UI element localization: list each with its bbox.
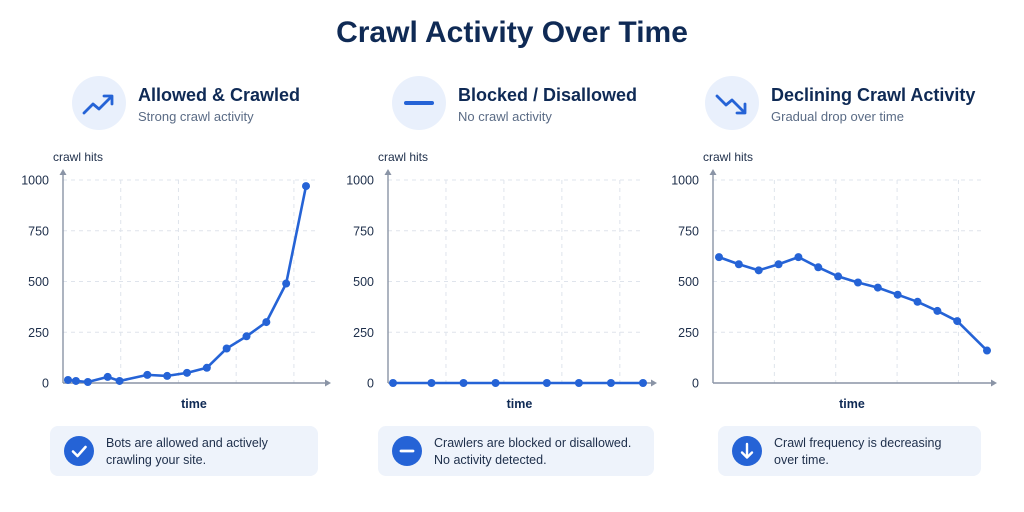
y-tick-label: 0 <box>42 377 49 391</box>
panel-header: Declining Crawl Activity Gradual drop ov… <box>705 76 1024 132</box>
y-tick-label: 750 <box>28 224 49 238</box>
minus-icon <box>392 76 446 130</box>
panel-subtitle: Strong crawl activity <box>138 109 254 124</box>
y-axis-arrow <box>59 169 67 175</box>
y-tick-label: 1000 <box>21 174 49 188</box>
check-icon <box>64 436 94 466</box>
note-line: No activity detected. <box>434 453 547 467</box>
panel-header: Allowed & Crawled Strong crawl activity <box>72 76 402 132</box>
panel-allowed: Allowed & Crawled Strong crawl activity <box>72 0 402 512</box>
panel-title: Blocked / Disallowed <box>458 85 638 105</box>
note-line: Crawlers are blocked or disallowed. <box>434 436 632 450</box>
y-tick-label: 500 <box>28 275 49 289</box>
panel-blocked: Blocked / Disallowed No crawl activity <box>392 0 722 512</box>
trending-down-icon <box>705 76 759 130</box>
trending-up-icon <box>72 76 126 130</box>
note-line: crawling your site. <box>106 453 207 467</box>
note-line: over time. <box>774 453 829 467</box>
note-text: Bots are allowed and actively crawling y… <box>106 435 268 469</box>
page-title: Crawl Activity Over Time <box>336 16 688 49</box>
note-text: Crawl frequency is decreasing over time. <box>774 435 941 469</box>
panel-title: Declining Crawl Activity <box>771 85 976 105</box>
note-allowed: Bots are allowed and actively crawling y… <box>50 426 318 476</box>
y-tick-label: 250 <box>28 326 49 340</box>
minus-icon <box>392 436 422 466</box>
note-line: Crawl frequency is decreasing <box>774 436 942 450</box>
note-declining: Crawl frequency is decreasing over time. <box>718 426 981 476</box>
panel-title: Allowed & Crawled <box>138 85 301 105</box>
note-line: Bots are allowed and actively <box>106 436 268 450</box>
arrow-down-icon <box>732 436 762 466</box>
note-blocked: Crawlers are blocked or disallowed. No a… <box>378 426 654 476</box>
panel-header: Blocked / Disallowed No crawl activity <box>392 76 722 132</box>
data-point <box>64 375 72 384</box>
panel-subtitle: No crawl activity <box>458 109 552 124</box>
panel-declining: Declining Crawl Activity Gradual drop ov… <box>705 0 1024 512</box>
panel-subtitle: Gradual drop over time <box>771 109 904 124</box>
note-text: Crawlers are blocked or disallowed. No a… <box>434 435 631 469</box>
